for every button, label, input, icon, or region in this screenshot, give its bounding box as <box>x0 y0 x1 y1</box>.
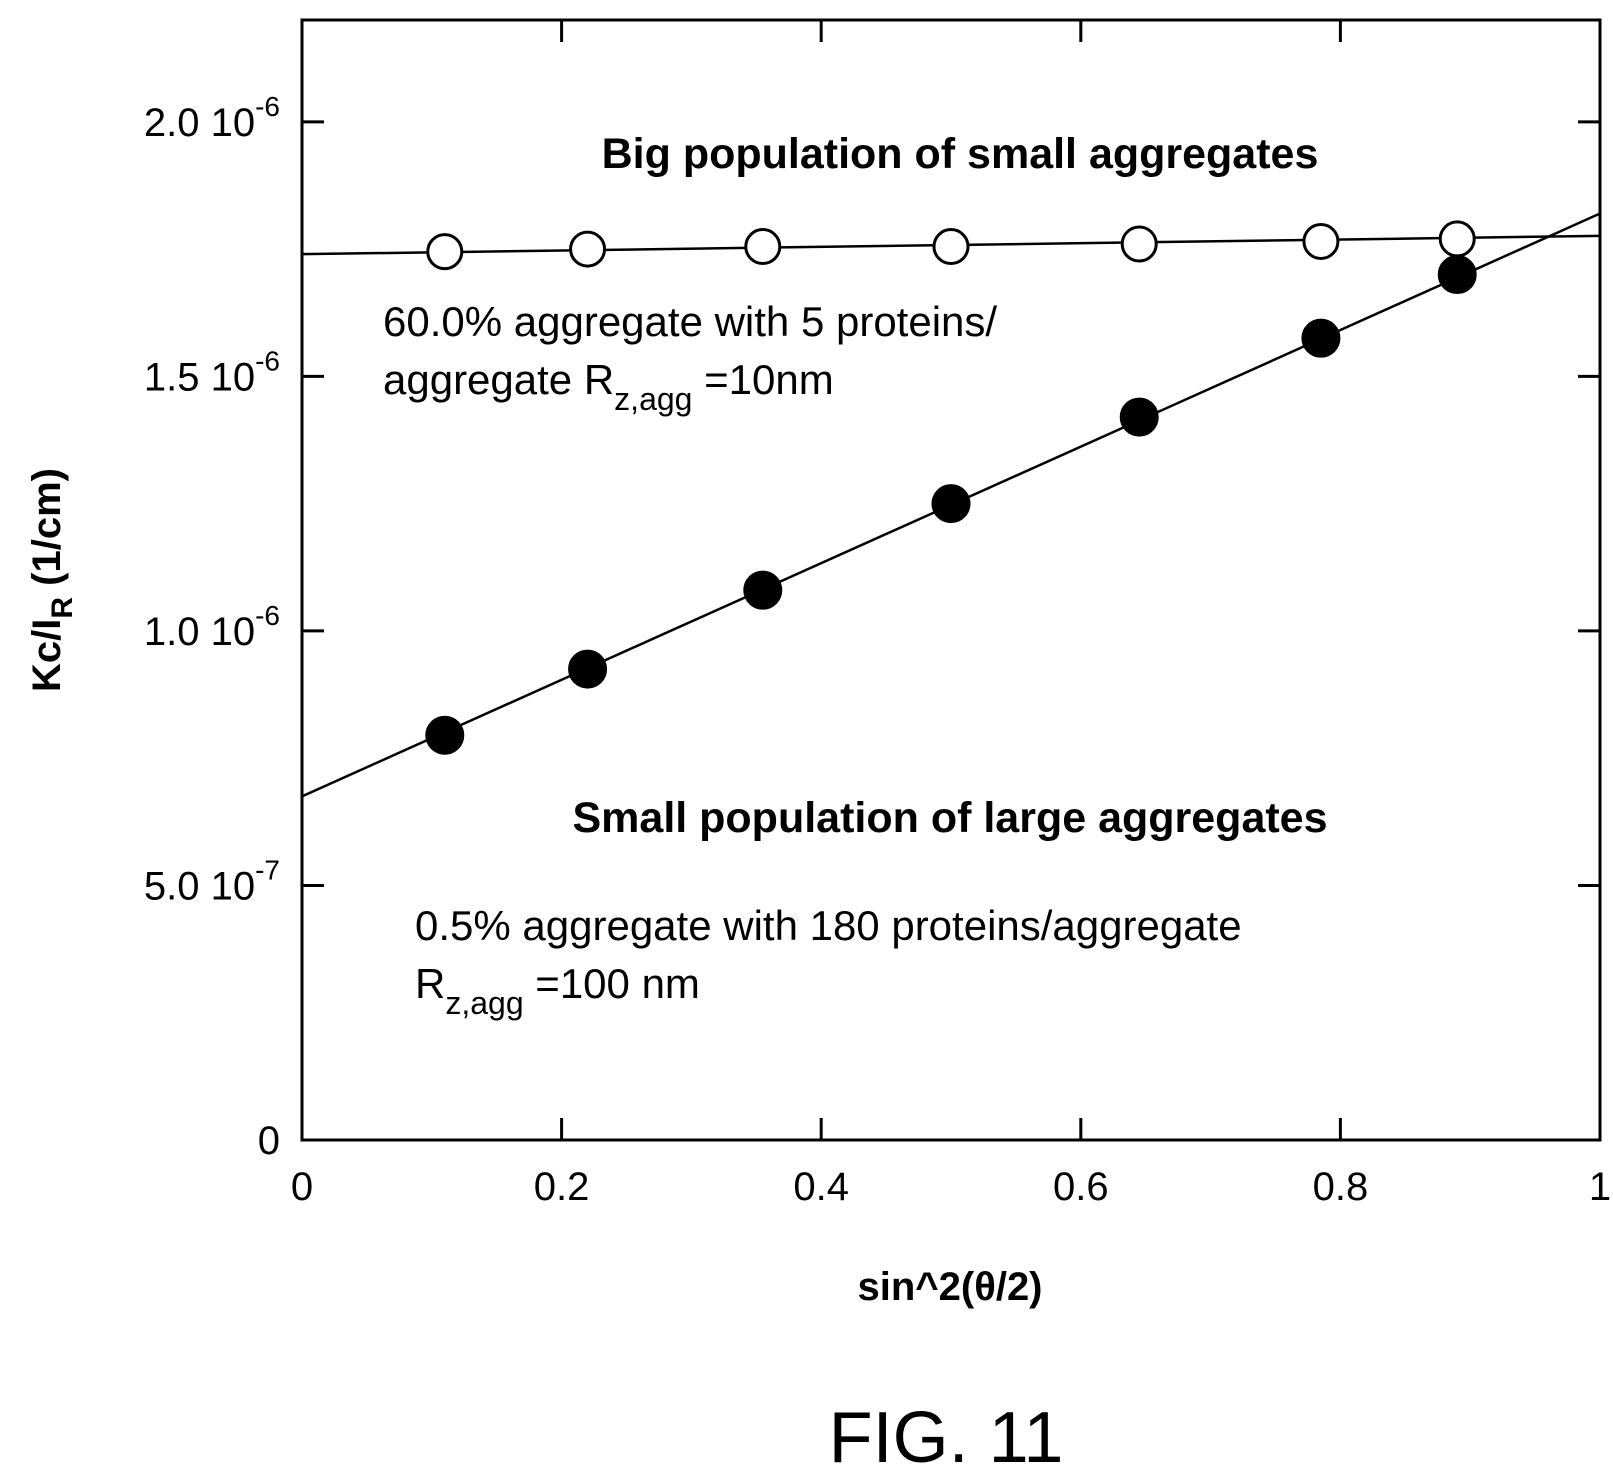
x-tick-label: 0.2 <box>534 1165 590 1209</box>
data-points <box>425 220 1477 755</box>
x-tick-label: 0.6 <box>1053 1165 1109 1209</box>
filled-circle-point <box>1301 318 1341 358</box>
open-circle-point <box>1302 222 1340 260</box>
annotation-small-line2-sub: z,agg <box>445 985 523 1021</box>
annotation-small-title: Small population of large aggregates <box>572 794 1327 842</box>
annotation-big-line1: 60.0% aggregate with 5 proteins/ <box>383 298 997 345</box>
y-tick-label: 1.5 10-6 <box>144 345 280 399</box>
y-tick-label: 0 <box>258 1119 280 1163</box>
y-tick-label: 5.0 10-7 <box>144 854 280 908</box>
annotation-big-line2-post: =10nm <box>692 356 833 403</box>
open-circle-point <box>426 233 464 271</box>
annotation-big-line2-sub: z,agg <box>614 381 692 417</box>
filled-circle-point <box>568 649 608 689</box>
open-circle-point <box>932 228 970 266</box>
y-axis-title: Kc/IR (1/cm) <box>25 468 79 692</box>
filled-circle-point <box>931 484 971 524</box>
filled-circle-point <box>425 715 465 755</box>
y-axis-title-sub: R <box>46 597 79 619</box>
open-circle-point <box>569 230 607 268</box>
x-tick-label: 0.8 <box>1313 1165 1369 1209</box>
x-axis-title: sin^2(θ/2) <box>857 1265 1042 1309</box>
figure-label: FIG. 11 <box>829 1398 1064 1477</box>
filled-circle-point <box>1437 255 1477 295</box>
annotation-small-line2-post: =100 nm <box>524 960 700 1007</box>
y-axis-ticks: 0 5.0 10-7 1.0 10-6 1.5 10-6 2.0 10-6 <box>144 91 1600 1163</box>
annotation-big-line2-pre: aggregate R <box>383 356 614 403</box>
y-tick-label: 1.0 10-6 <box>144 600 280 654</box>
annotation-small-line1: 0.5% aggregate with 180 proteins/aggrega… <box>415 902 1242 949</box>
annotation-big-title: Big population of small aggregates <box>602 130 1319 178</box>
annotation-big-line2: aggregate Rz,agg =10nm <box>383 356 834 417</box>
filled-circle-point <box>743 570 783 610</box>
x-tick-label: 0.4 <box>793 1165 849 1209</box>
plot-area: 0 0.2 0.4 0.6 0.8 1 0 5.0 10-7 1.0 10-6 1.5 10-6… <box>144 18 1611 1209</box>
filled-circle-point <box>1119 397 1159 437</box>
x-tick-label: 0 <box>291 1165 313 1209</box>
annotation-small-line2: Rz,agg =100 nm <box>415 960 700 1021</box>
open-circle-point <box>1438 220 1476 258</box>
x-axis-ticks: 0 0.2 0.4 0.6 0.8 1 <box>291 20 1611 1209</box>
annotation-small-line2-pre: R <box>415 960 445 1007</box>
open-circle-point <box>1120 225 1158 263</box>
plot-frame <box>300 18 1602 1142</box>
open-circle-point <box>744 228 782 266</box>
y-tick-label: 2.0 10-6 <box>144 91 280 145</box>
y-axis-title-suffix: (1/cm) <box>25 468 69 597</box>
y-axis-title-main: Kc/I <box>25 619 69 692</box>
x-tick-label: 1 <box>1589 1165 1611 1209</box>
